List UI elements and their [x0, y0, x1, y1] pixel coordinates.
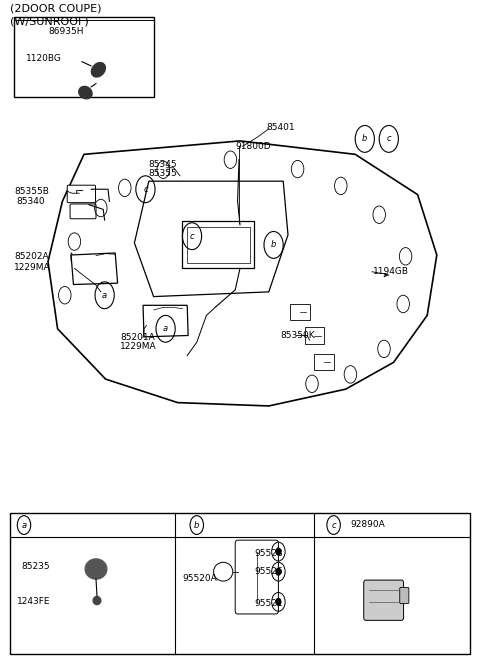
Text: 95521: 95521	[254, 599, 283, 609]
FancyBboxPatch shape	[70, 204, 96, 219]
Text: 1229MA: 1229MA	[120, 342, 156, 352]
Text: b: b	[194, 521, 200, 529]
Text: a: a	[22, 521, 26, 529]
Text: 91800D: 91800D	[235, 142, 271, 151]
Text: 92890A: 92890A	[350, 519, 385, 529]
Text: 85201A: 85201A	[120, 333, 155, 342]
Bar	[10, 513, 470, 654]
Text: a: a	[102, 291, 107, 300]
Text: c: c	[386, 134, 391, 144]
Text: 1229MA: 1229MA	[14, 262, 51, 272]
Ellipse shape	[93, 597, 101, 605]
Text: 85355B: 85355B	[14, 187, 49, 196]
Text: 1120BG: 1120BG	[26, 54, 62, 62]
Text: c: c	[331, 521, 336, 529]
Circle shape	[276, 568, 281, 575]
Text: 1243FE: 1243FE	[17, 597, 50, 607]
Bar	[14, 17, 154, 97]
Text: (W/SUNROOF): (W/SUNROOF)	[10, 17, 88, 27]
Text: 85401: 85401	[266, 123, 295, 132]
FancyBboxPatch shape	[400, 588, 409, 604]
Text: b: b	[271, 240, 276, 250]
Text: 95526: 95526	[254, 567, 283, 576]
Ellipse shape	[85, 559, 107, 579]
FancyBboxPatch shape	[364, 580, 404, 620]
Text: a: a	[163, 324, 168, 333]
Text: c: c	[143, 185, 148, 194]
FancyBboxPatch shape	[67, 185, 96, 203]
Text: 86935H: 86935H	[48, 27, 84, 36]
Text: (2DOOR COUPE): (2DOOR COUPE)	[10, 3, 101, 13]
Text: 85345: 85345	[149, 160, 178, 169]
Text: ⌐: ⌐	[74, 189, 84, 198]
Text: 95528: 95528	[254, 549, 283, 558]
Text: 85355: 85355	[149, 168, 178, 178]
Text: 1194GB: 1194GB	[373, 267, 409, 276]
Text: 85202A: 85202A	[14, 252, 49, 262]
Text: 85340: 85340	[17, 197, 46, 206]
Ellipse shape	[91, 62, 106, 77]
Bar	[314, 354, 334, 370]
Bar	[305, 327, 324, 344]
FancyBboxPatch shape	[235, 540, 278, 614]
Text: c: c	[190, 231, 194, 241]
Text: 95520A: 95520A	[182, 574, 217, 583]
FancyArrowPatch shape	[384, 274, 387, 276]
Bar	[290, 304, 310, 320]
Text: 85235: 85235	[22, 562, 50, 572]
Text: 85350K: 85350K	[281, 331, 315, 340]
Text: b: b	[362, 134, 368, 144]
Circle shape	[276, 548, 281, 555]
Ellipse shape	[79, 87, 92, 99]
Circle shape	[276, 599, 281, 605]
